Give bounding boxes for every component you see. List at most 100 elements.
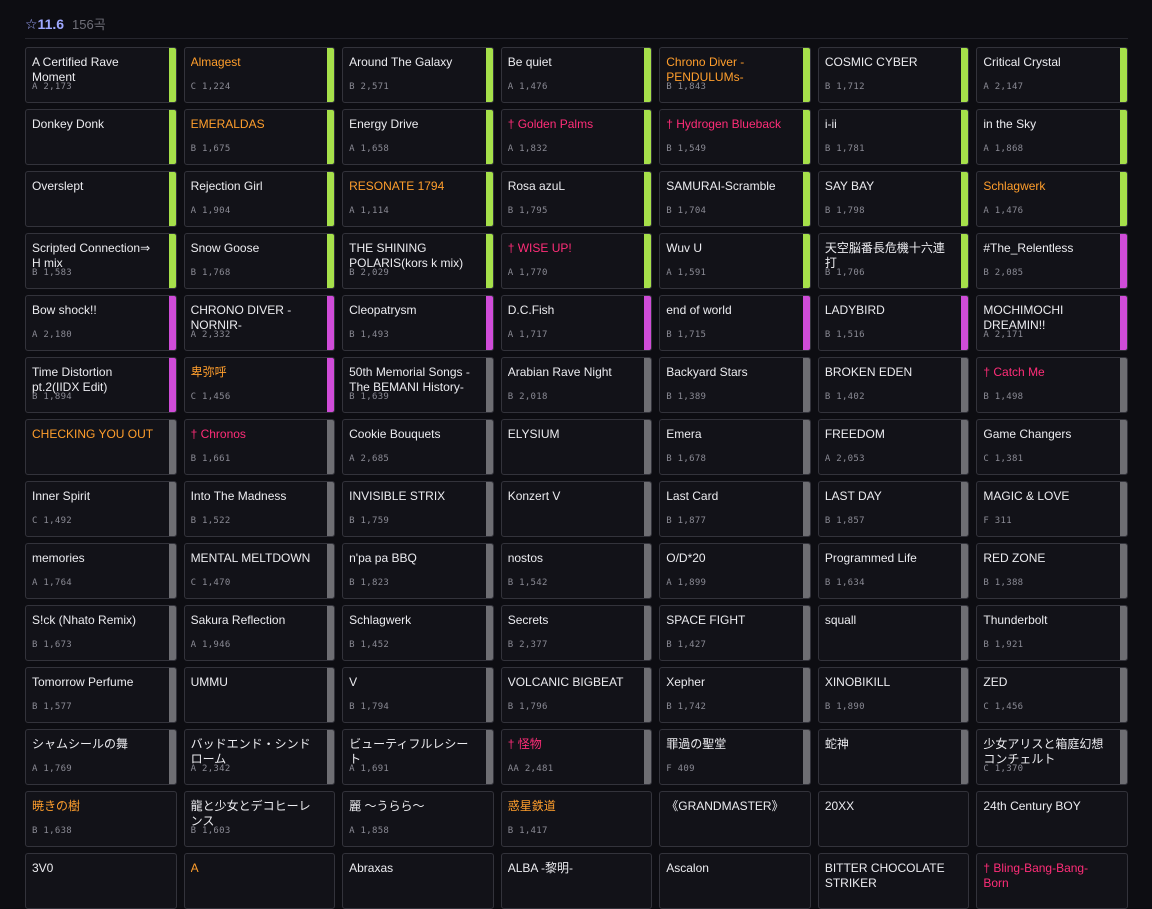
- song-card[interactable]: Emera B 1,678: [659, 419, 811, 475]
- song-card[interactable]: Rejection Girl A 1,904: [183, 171, 336, 227]
- song-card[interactable]: Critical Crystal A 2,147: [976, 47, 1128, 103]
- song-card[interactable]: Thunderbolt B 1,921: [976, 605, 1128, 661]
- song-card[interactable]: 惑星鉄道 B 1,417: [500, 791, 653, 847]
- song-card[interactable]: memories A 1,764: [25, 543, 177, 599]
- song-card[interactable]: Be quiet A 1,476: [500, 47, 653, 103]
- song-card[interactable]: 3V0: [25, 853, 177, 909]
- song-card[interactable]: end of world B 1,715: [659, 295, 811, 351]
- song-card[interactable]: Scripted Connection⇒ H mix B 1,583: [25, 233, 177, 289]
- song-card[interactable]: 少女アリスと箱庭幻想コンチェルト C 1,370: [976, 729, 1128, 785]
- song-card[interactable]: LAST DAY B 1,857: [817, 481, 970, 537]
- song-card[interactable]: S!ck (Nhato Remix) B 1,673: [25, 605, 177, 661]
- song-card[interactable]: SAMURAI-Scramble B 1,704: [659, 171, 811, 227]
- song-card[interactable]: #The_Relentless B 2,085: [976, 233, 1128, 289]
- song-card[interactable]: O/D*20 A 1,899: [659, 543, 811, 599]
- song-card[interactable]: Chrono Diver -PENDULUMs- B 1,843: [659, 47, 811, 103]
- song-card[interactable]: 50th Memorial Songs -The BEMANI History-…: [342, 357, 494, 413]
- song-card[interactable]: Time Distortion pt.2(IIDX Edit) B 1,894: [25, 357, 177, 413]
- song-card[interactable]: ELYSIUM: [500, 419, 653, 475]
- song-card[interactable]: Cookie Bouquets A 2,685: [342, 419, 494, 475]
- song-card[interactable]: MAGIC & LOVE F 311: [976, 481, 1128, 537]
- song-card[interactable]: Game Changers C 1,381: [976, 419, 1128, 475]
- song-card[interactable]: i-ii B 1,781: [817, 109, 970, 165]
- song-card[interactable]: Wuv U A 1,591: [659, 233, 811, 289]
- song-card[interactable]: Into The Madness B 1,522: [183, 481, 336, 537]
- song-card[interactable]: MENTAL MELTDOWN C 1,470: [183, 543, 336, 599]
- song-card[interactable]: BITTER CHOCOLATE STRIKER: [817, 853, 970, 909]
- song-card[interactable]: FREEDOM A 2,053: [817, 419, 970, 475]
- song-card[interactable]: BROKEN EDEN B 1,402: [817, 357, 970, 413]
- song-card[interactable]: † Bling-Bang-Bang-Born: [976, 853, 1128, 909]
- song-card[interactable]: VOLCANIC BIGBEAT B 1,796: [500, 667, 653, 723]
- song-card[interactable]: 蛇神: [817, 729, 970, 785]
- song-card[interactable]: † Catch Me B 1,498: [976, 357, 1128, 413]
- song-card[interactable]: † Golden Palms A 1,832: [500, 109, 653, 165]
- song-card[interactable]: CHECKING YOU OUT: [25, 419, 177, 475]
- song-card[interactable]: Programmed Life B 1,634: [817, 543, 970, 599]
- song-card[interactable]: Sakura Reflection A 1,946: [183, 605, 336, 661]
- song-card[interactable]: † Chronos B 1,661: [183, 419, 336, 475]
- song-card[interactable]: SPACE FIGHT B 1,427: [659, 605, 811, 661]
- song-card[interactable]: squall: [817, 605, 970, 661]
- song-card[interactable]: Almagest C 1,224: [183, 47, 336, 103]
- song-card[interactable]: UMMU: [183, 667, 336, 723]
- song-card[interactable]: Cleopatrysm B 1,493: [342, 295, 494, 351]
- song-card[interactable]: n'pa pa BBQ B 1,823: [342, 543, 494, 599]
- song-card[interactable]: INVISIBLE STRIX B 1,759: [342, 481, 494, 537]
- song-card[interactable]: A Certified Rave Moment A 2,173: [25, 47, 177, 103]
- song-card[interactable]: CHRONO DIVER -NORNIR- A 2,332: [183, 295, 336, 351]
- song-card[interactable]: ビューティフルレシート A 1,691: [342, 729, 494, 785]
- song-card[interactable]: 暁きの樹 B 1,638: [25, 791, 177, 847]
- song-card[interactable]: 卑弥呼 C 1,456: [183, 357, 336, 413]
- song-card[interactable]: Rosa azuL B 1,795: [500, 171, 653, 227]
- song-card[interactable]: 天空脳番長危機十六連打 B 1,706: [817, 233, 970, 289]
- song-card[interactable]: Schlagwerk A 1,476: [976, 171, 1128, 227]
- song-card[interactable]: Konzert V: [500, 481, 653, 537]
- song-card[interactable]: V B 1,794: [342, 667, 494, 723]
- song-card[interactable]: ALBA -黎明-: [500, 853, 653, 909]
- song-card[interactable]: バッドエンド・シンドローム A 2,342: [183, 729, 336, 785]
- song-card[interactable]: RESONATE 1794 A 1,114: [342, 171, 494, 227]
- song-card[interactable]: 24th Century BOY: [976, 791, 1128, 847]
- song-card[interactable]: EMERALDAS B 1,675: [183, 109, 336, 165]
- song-card[interactable]: Energy Drive A 1,658: [342, 109, 494, 165]
- song-card[interactable]: Tomorrow Perfume B 1,577: [25, 667, 177, 723]
- song-card[interactable]: A: [183, 853, 336, 909]
- song-card[interactable]: ZED C 1,456: [976, 667, 1128, 723]
- song-card[interactable]: Around The Galaxy B 2,571: [342, 47, 494, 103]
- song-card[interactable]: 麗 ～うらら～ A 1,858: [342, 791, 494, 847]
- song-card[interactable]: XINOBIKILL B 1,890: [817, 667, 970, 723]
- song-rank-score: B 1,452: [349, 640, 390, 650]
- song-card[interactable]: Ascalon: [659, 853, 811, 909]
- song-card[interactable]: Snow Goose B 1,768: [183, 233, 336, 289]
- song-card[interactable]: 龍と少女とデコヒーレンス B 1,603: [183, 791, 336, 847]
- song-card[interactable]: Abraxas: [342, 853, 494, 909]
- song-card[interactable]: COSMIC CYBER B 1,712: [817, 47, 970, 103]
- song-card[interactable]: in the Sky A 1,868: [976, 109, 1128, 165]
- song-card[interactable]: Arabian Rave Night B 2,018: [500, 357, 653, 413]
- song-card[interactable]: Donkey Donk: [25, 109, 177, 165]
- song-card[interactable]: Xepher B 1,742: [659, 667, 811, 723]
- song-card[interactable]: Schlagwerk B 1,452: [342, 605, 494, 661]
- song-card[interactable]: LADYBIRD B 1,516: [817, 295, 970, 351]
- song-card[interactable]: RED ZONE B 1,388: [976, 543, 1128, 599]
- song-card[interactable]: シャムシールの舞 A 1,769: [25, 729, 177, 785]
- song-card[interactable]: THE SHINING POLARIS(kors k mix) B 2,029: [342, 233, 494, 289]
- song-card[interactable]: Secrets B 2,377: [500, 605, 653, 661]
- song-card[interactable]: † Hydrogen Blueback B 1,549: [659, 109, 811, 165]
- song-card[interactable]: nostos B 1,542: [500, 543, 653, 599]
- song-card[interactable]: Last Card B 1,877: [659, 481, 811, 537]
- song-card[interactable]: Backyard Stars B 1,389: [659, 357, 811, 413]
- song-card[interactable]: 20XX: [817, 791, 970, 847]
- song-card[interactable]: Overslept: [25, 171, 177, 227]
- song-card[interactable]: SAY BAY B 1,798: [817, 171, 970, 227]
- song-card[interactable]: † 怪物 AA 2,481: [500, 729, 653, 785]
- song-card[interactable]: 《GRANDMASTER》: [659, 791, 811, 847]
- song-card[interactable]: Bow shock!! A 2,180: [25, 295, 177, 351]
- song-card[interactable]: 罪過の聖堂 F 409: [659, 729, 811, 785]
- song-card[interactable]: † WISE UP! A 1,770: [500, 233, 653, 289]
- song-card[interactable]: D.C.Fish A 1,717: [500, 295, 653, 351]
- song-card[interactable]: MOCHIMOCHI DREAMIN!! A 2,171: [976, 295, 1128, 351]
- song-card[interactable]: Inner Spirit C 1,492: [25, 481, 177, 537]
- song-title: O/D*20: [666, 551, 706, 565]
